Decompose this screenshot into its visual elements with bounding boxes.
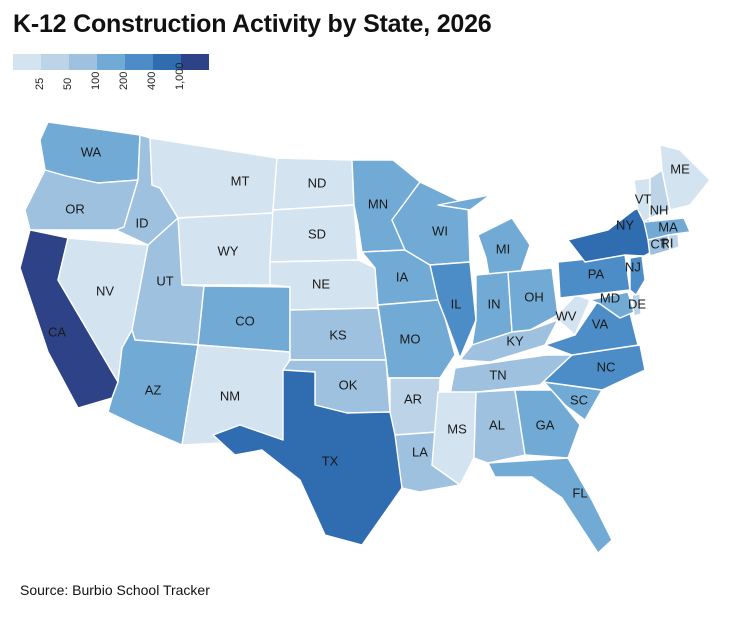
legend-swatch-2 — [69, 54, 97, 70]
state-label-nm: NM — [220, 388, 240, 403]
state-me — [659, 144, 711, 211]
state-label-vt: VT — [635, 191, 652, 206]
state-label-mn: MN — [368, 196, 388, 211]
us-states-map: WA OR CA NV ID MT WY UT AZ CO NM ND SD NE KS OK TX MN IA MO… — [19, 121, 711, 554]
state-label-la: LA — [412, 444, 428, 459]
state-label-mt: MT — [231, 173, 250, 188]
state-ar — [389, 377, 441, 436]
state-al — [473, 389, 526, 464]
state-ga — [514, 389, 581, 459]
state-label-tx: TX — [322, 453, 339, 468]
state-wv — [551, 294, 591, 336]
state-label-il: IL — [451, 296, 462, 311]
state-label-mi: MI — [496, 241, 510, 256]
state-label-co: CO — [235, 313, 255, 328]
state-label-or: OR — [65, 201, 85, 216]
state-label-in: IN — [488, 296, 501, 311]
state-label-ms: MS — [447, 421, 467, 436]
state-label-oh: OH — [524, 289, 544, 304]
state-label-nc: NC — [597, 359, 616, 374]
state-label-ct: CT — [650, 236, 667, 251]
state-label-al: AL — [489, 417, 505, 432]
state-label-nd: ND — [308, 175, 327, 190]
state-oh — [507, 267, 559, 333]
legend-swatch-1 — [41, 54, 69, 70]
state-label-nh: NH — [650, 202, 669, 217]
state-label-id: ID — [136, 215, 149, 230]
state-label-wv: WV — [556, 308, 577, 323]
state-ms — [431, 391, 477, 486]
state-il — [429, 261, 477, 359]
state-label-nv: NV — [96, 283, 114, 298]
state-label-ut: UT — [156, 273, 173, 288]
state-label-sc: SC — [570, 392, 588, 407]
state-label-md: MD — [600, 290, 620, 305]
state-label-ar: AR — [404, 391, 422, 406]
state-label-wa: WA — [81, 144, 102, 159]
state-ky — [459, 319, 559, 363]
chart-title: K-12 Construction Activity by State, 202… — [13, 10, 492, 38]
state-md — [589, 291, 635, 319]
color-scale-legend: 25 50 100 200 400 1,000 — [13, 54, 209, 104]
state-label-mo: MO — [400, 331, 421, 346]
state-label-ky: KY — [506, 333, 524, 348]
state-label-va: VA — [592, 316, 609, 331]
state-ma — [643, 217, 691, 241]
state-de — [631, 293, 642, 317]
state-label-ia: IA — [396, 269, 409, 284]
state-label-me: ME — [670, 161, 690, 176]
state-label-ks: KS — [329, 327, 347, 342]
legend-swatch-0 — [13, 54, 41, 70]
state-label-ne: NE — [312, 276, 330, 291]
state-tx — [212, 369, 406, 546]
state-label-wi: WI — [432, 223, 448, 238]
state-label-az: AZ — [145, 382, 162, 397]
state-label-tn: TN — [489, 367, 506, 382]
state-vt — [633, 177, 651, 223]
state-label-sd: SD — [308, 226, 326, 241]
legend-swatch-6 — [181, 54, 209, 70]
state-label-ny: NY — [616, 217, 634, 232]
state-label-wy: WY — [218, 243, 239, 258]
state-label-ga: GA — [536, 417, 555, 432]
state-label-de: DE — [628, 296, 646, 311]
state-label-pa: PA — [588, 266, 605, 281]
state-label-ma: MA — [658, 219, 678, 234]
state-fl — [487, 457, 613, 554]
state-label-ri: RI — [661, 235, 674, 250]
state-label-fl: FL — [572, 485, 587, 500]
legend-swatch-5 — [153, 54, 181, 70]
legend-swatch-4 — [125, 54, 153, 70]
source-note: Source: Burbio School Tracker — [20, 582, 210, 598]
state-label-nj: NJ — [625, 259, 641, 274]
state-label-ca: CA — [48, 324, 66, 339]
legend-swatch-3 — [97, 54, 125, 70]
state-label-ok: OK — [339, 377, 358, 392]
